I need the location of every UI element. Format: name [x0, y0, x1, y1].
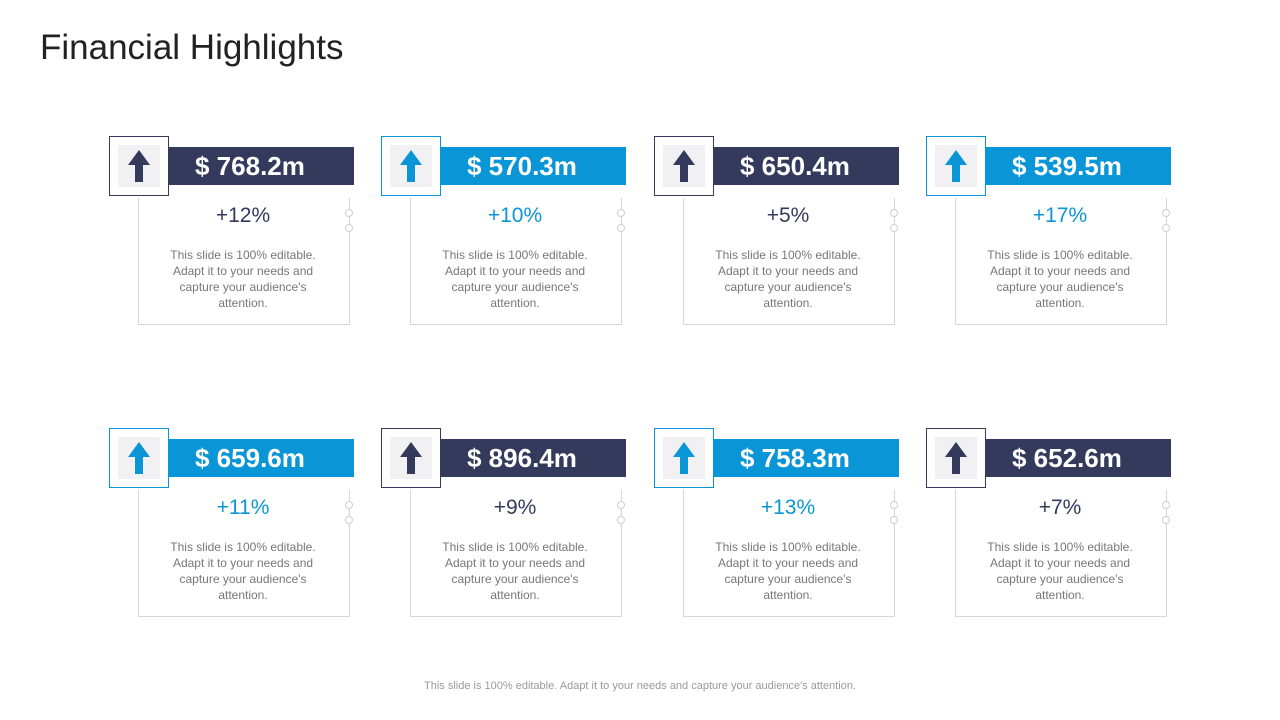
- card-body: [138, 490, 350, 617]
- card-description: This slide is 100% editable. Adapt it to…: [987, 540, 1133, 602]
- decor-dot: [617, 516, 625, 524]
- arrow-up-icon: [400, 442, 422, 474]
- change-percent: +5%: [766, 204, 810, 227]
- card-body: [410, 490, 622, 617]
- arrow-up-icon: [673, 150, 695, 182]
- amount-bar: $ 570.3m: [441, 147, 626, 185]
- amount-bar: $ 768.2m: [169, 147, 354, 185]
- card-description: This slide is 100% editable. Adapt it to…: [170, 248, 316, 310]
- card-body: [138, 198, 350, 325]
- card-body: [683, 490, 895, 617]
- amount-bar: $ 650.4m: [714, 147, 899, 185]
- icon-frame: [109, 428, 169, 488]
- highlight-card: $ 659.6m +11% This slide is 100% editabl…: [109, 428, 381, 620]
- decor-dot: [1162, 224, 1170, 232]
- highlight-card: $ 768.2m +12% This slide is 100% editabl…: [109, 136, 381, 328]
- decor-dot: [1162, 516, 1170, 524]
- icon-background: [663, 437, 705, 479]
- card-body: [683, 198, 895, 325]
- icon-background: [935, 145, 977, 187]
- change-percent: +7%: [1038, 496, 1082, 519]
- highlight-card: $ 652.6m +7% This slide is 100% editable…: [926, 428, 1198, 620]
- amount-bar: $ 652.6m: [986, 439, 1171, 477]
- arrow-up-icon: [673, 442, 695, 474]
- decor-dot: [617, 224, 625, 232]
- arrow-up-icon: [128, 442, 150, 474]
- card-description: This slide is 100% editable. Adapt it to…: [170, 540, 316, 602]
- decor-dot: [617, 209, 625, 217]
- highlight-card: $ 570.3m +10% This slide is 100% editabl…: [381, 136, 653, 328]
- decor-dot: [617, 501, 625, 509]
- icon-background: [118, 437, 160, 479]
- icon-frame: [381, 428, 441, 488]
- footer-note: This slide is 100% editable. Adapt it to…: [424, 680, 856, 692]
- amount-bar: $ 896.4m: [441, 439, 626, 477]
- amount-bar: $ 539.5m: [986, 147, 1171, 185]
- card-body: [955, 490, 1167, 617]
- decor-dot: [890, 501, 898, 509]
- icon-background: [390, 145, 432, 187]
- decor-dot: [1162, 501, 1170, 509]
- amount-bar: $ 659.6m: [169, 439, 354, 477]
- decor-dot: [345, 516, 353, 524]
- card-body: [955, 198, 1167, 325]
- icon-background: [390, 437, 432, 479]
- arrow-up-icon: [945, 442, 967, 474]
- decor-dot: [345, 209, 353, 217]
- highlight-card: $ 650.4m +5% This slide is 100% editable…: [654, 136, 926, 328]
- icon-frame: [926, 428, 986, 488]
- change-percent: +11%: [216, 496, 270, 519]
- decor-dot: [890, 224, 898, 232]
- decor-dot: [1162, 209, 1170, 217]
- card-body: [410, 198, 622, 325]
- decor-dot: [890, 209, 898, 217]
- decor-dot: [890, 516, 898, 524]
- decor-dot: [345, 501, 353, 509]
- decor-dot: [345, 224, 353, 232]
- icon-background: [663, 145, 705, 187]
- icon-frame: [926, 136, 986, 196]
- highlight-card: $ 758.3m +13% This slide is 100% editabl…: [654, 428, 926, 620]
- highlight-card: $ 896.4m +9% This slide is 100% editable…: [381, 428, 653, 620]
- change-percent: +10%: [487, 204, 543, 227]
- amount-bar: $ 758.3m: [714, 439, 899, 477]
- icon-frame: [654, 428, 714, 488]
- icon-frame: [654, 136, 714, 196]
- icon-frame: [109, 136, 169, 196]
- card-description: This slide is 100% editable. Adapt it to…: [715, 248, 861, 310]
- card-description: This slide is 100% editable. Adapt it to…: [715, 540, 861, 602]
- highlight-card: $ 539.5m +17% This slide is 100% editabl…: [926, 136, 1198, 328]
- change-percent: +9%: [493, 496, 537, 519]
- card-description: This slide is 100% editable. Adapt it to…: [442, 540, 588, 602]
- arrow-up-icon: [128, 150, 150, 182]
- card-description: This slide is 100% editable. Adapt it to…: [442, 248, 588, 310]
- change-percent: +12%: [215, 204, 271, 227]
- arrow-up-icon: [400, 150, 422, 182]
- icon-background: [935, 437, 977, 479]
- page-title: Financial Highlights: [40, 28, 344, 67]
- change-percent: +17%: [1032, 204, 1088, 227]
- icon-background: [118, 145, 160, 187]
- card-description: This slide is 100% editable. Adapt it to…: [987, 248, 1133, 310]
- change-percent: +13%: [760, 496, 816, 519]
- arrow-up-icon: [945, 150, 967, 182]
- icon-frame: [381, 136, 441, 196]
